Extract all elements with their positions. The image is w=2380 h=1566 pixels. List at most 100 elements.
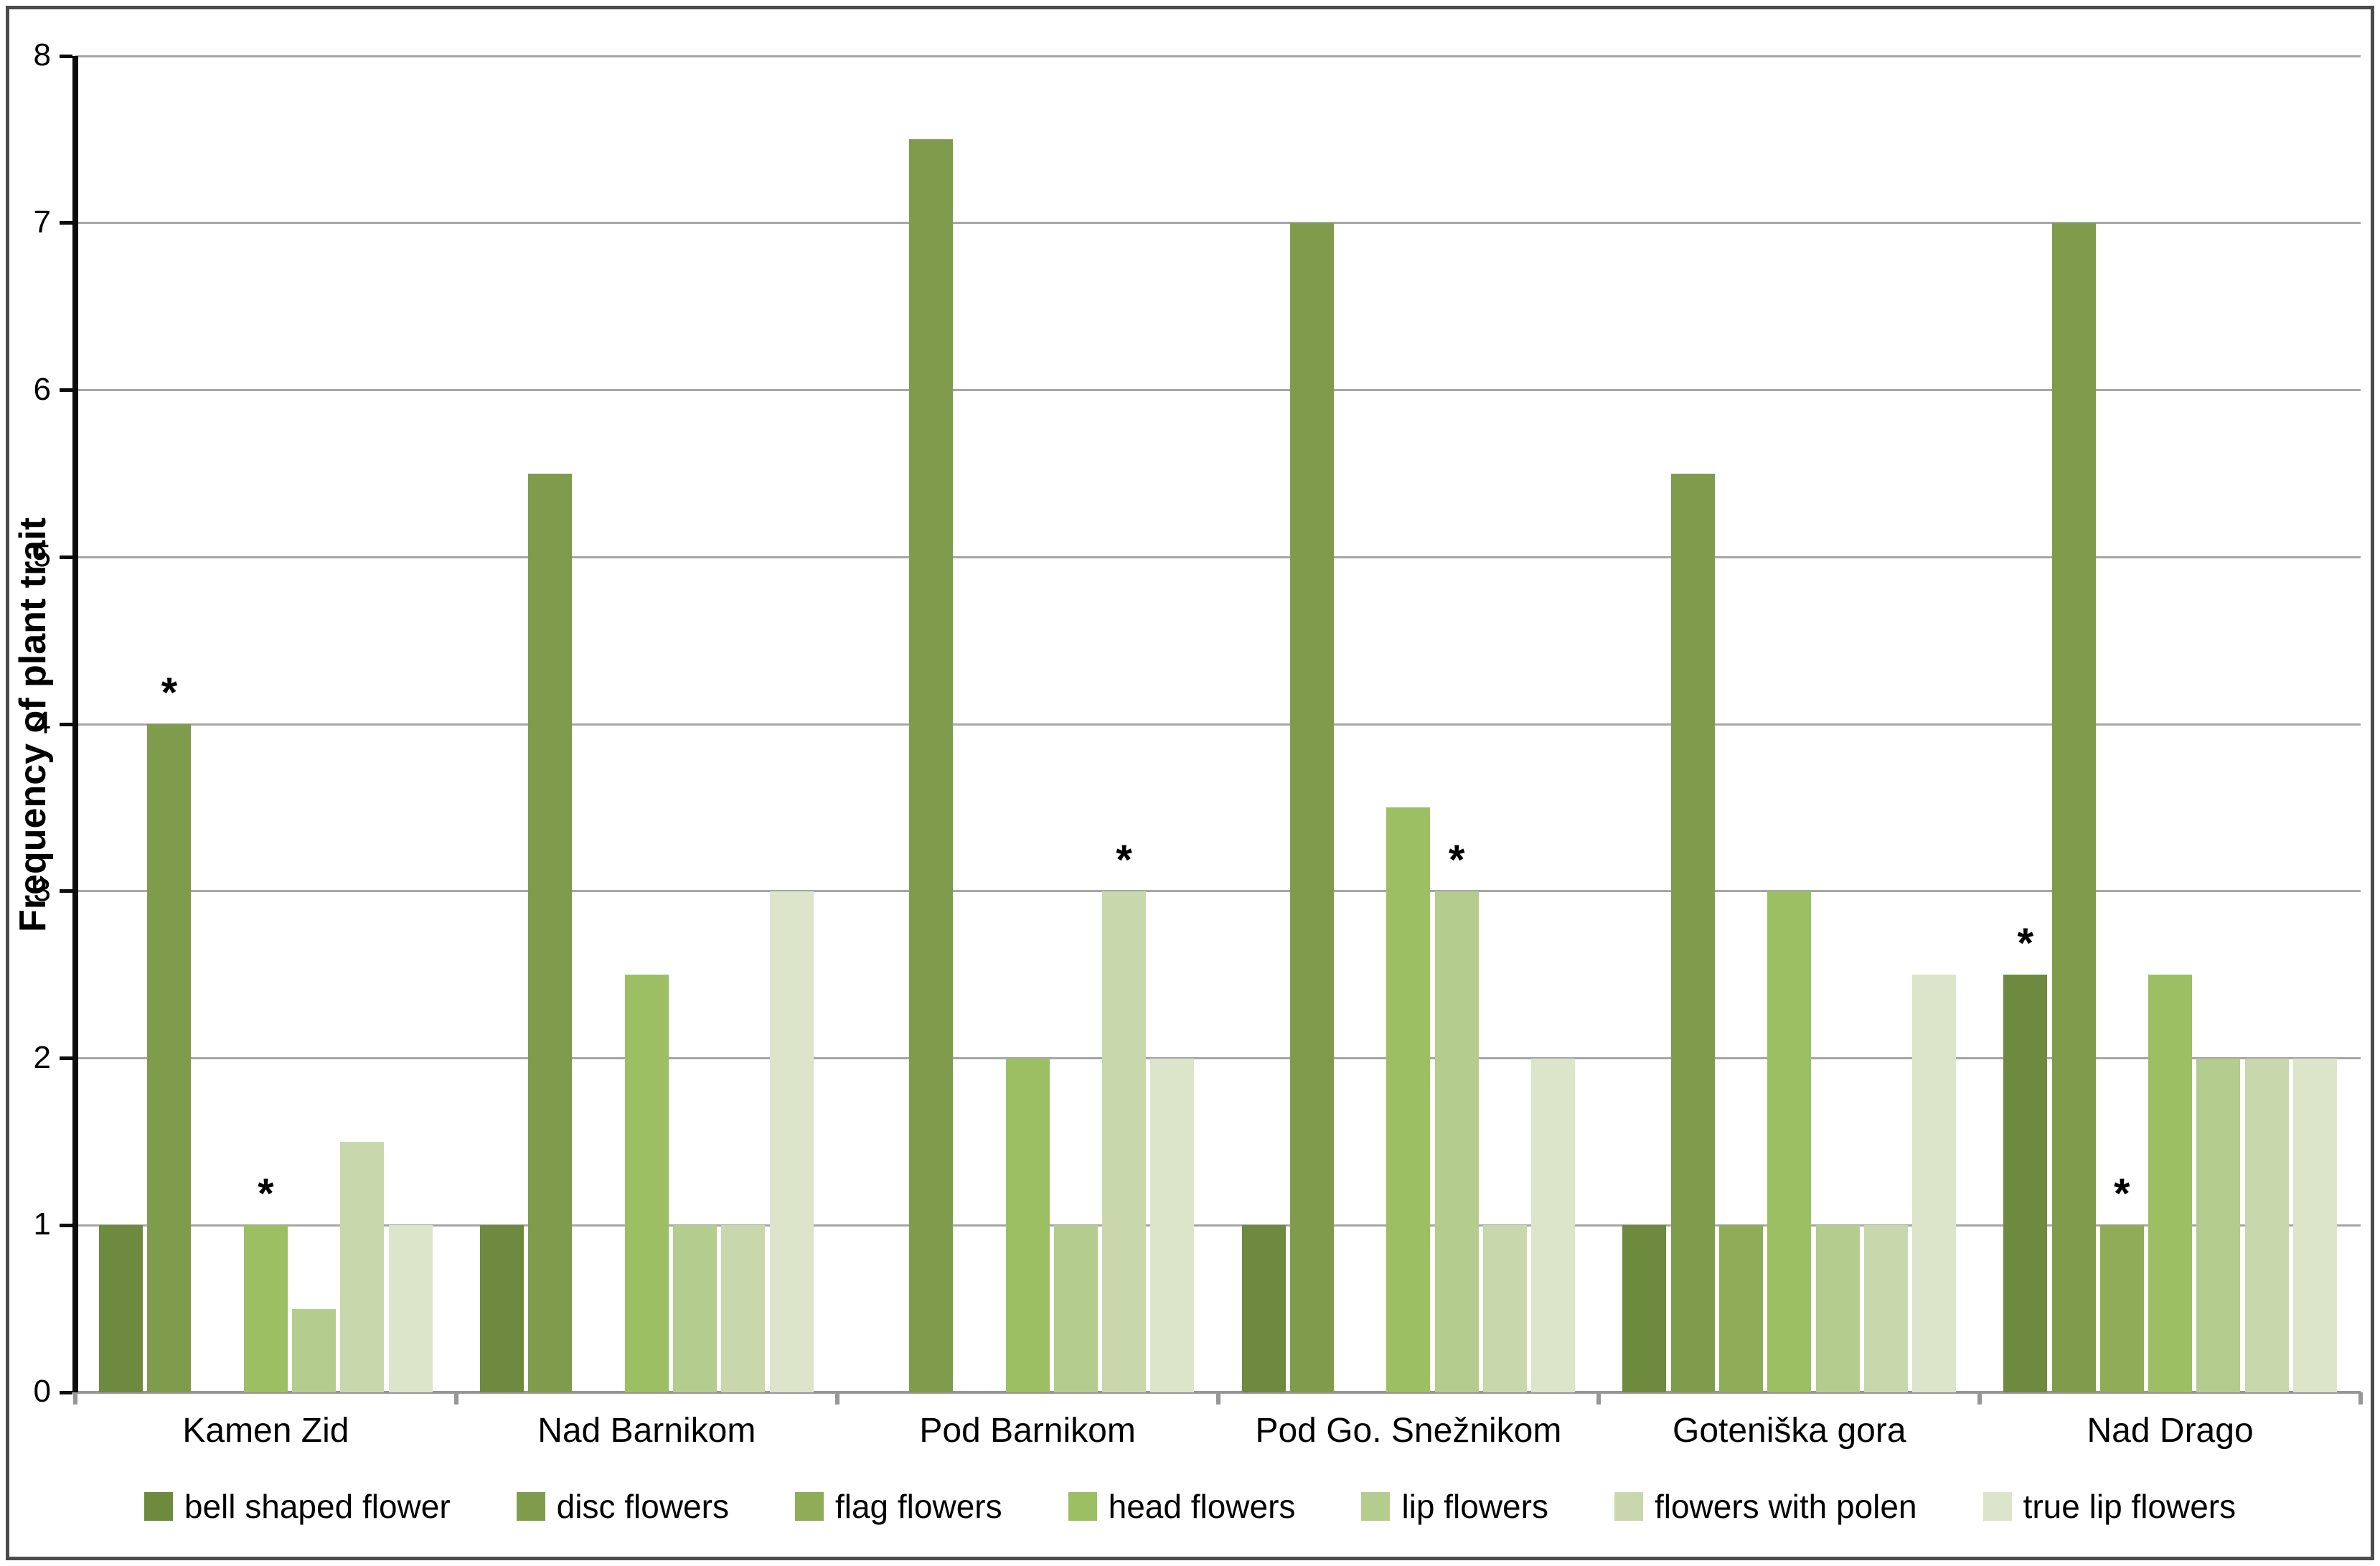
chart-border-frame <box>6 6 2374 1560</box>
bar-flag-flowers <box>2099 1225 2144 1392</box>
y-tick-label: 1 <box>33 1206 51 1242</box>
bar-true-lip-flowers <box>2292 1058 2337 1392</box>
category-label: Nad Drago <box>2087 1412 2254 1450</box>
y-axis-tick <box>60 889 72 894</box>
legend: bell shaped flower disc flowers flag flowe… <box>14 1487 2366 1526</box>
bar-flowers-with-polen <box>1102 891 1147 1392</box>
x-axis-tick <box>73 1392 77 1405</box>
bar-disc-flowers <box>2051 222 2096 1392</box>
significance-asterisk: * <box>258 1171 274 1218</box>
x-axis-tick <box>834 1392 839 1405</box>
y-gridline <box>75 389 2361 391</box>
y-axis-tick <box>60 722 72 726</box>
legend-item: disc flowers <box>516 1487 729 1526</box>
category-label: Pod Go. Snežnikom <box>1255 1412 1562 1450</box>
legend-label: true lip flowers <box>2023 1488 2236 1525</box>
bar-head-flowers <box>1767 891 1812 1392</box>
significance-asterisk: * <box>2017 920 2034 967</box>
y-gridline <box>75 1224 2361 1227</box>
category-label: Kamen Zid <box>182 1412 349 1450</box>
bar-flowers-with-polen <box>2244 1058 2289 1392</box>
y-axis-tick <box>60 221 72 225</box>
bar-lip-flowers <box>1815 1225 1860 1392</box>
significance-asterisk: * <box>2114 1171 2130 1218</box>
y-axis-tick <box>60 1223 72 1227</box>
legend-item: flowers with polen <box>1614 1487 1917 1526</box>
bar-flowers-with-polen <box>721 1225 766 1392</box>
bar-disc-flowers <box>1289 222 1334 1392</box>
y-tick-label: 5 <box>33 538 51 574</box>
significance-asterisk: * <box>1116 836 1132 883</box>
category-label: Pod Barnikom <box>919 1412 1136 1450</box>
y-axis-tick <box>60 388 72 392</box>
significance-asterisk: * <box>161 670 178 716</box>
y-tick-label: 8 <box>33 37 51 73</box>
legend-swatch <box>516 1492 545 1521</box>
bar-disc-flowers <box>528 473 573 1392</box>
legend-swatch <box>794 1492 824 1521</box>
y-gridline <box>75 555 2361 558</box>
bar-head-flowers <box>243 1225 288 1392</box>
x-axis-tick <box>1596 1392 1601 1405</box>
bar-bell-shaped-flower <box>479 1225 524 1392</box>
y-tick-label: 4 <box>33 705 51 741</box>
x-axis-tick <box>453 1392 458 1405</box>
y-axis-tick <box>60 555 72 559</box>
bar-disc-flowers <box>909 139 954 1392</box>
legend-item: lip flowers <box>1361 1487 1548 1526</box>
bar-flowers-with-polen <box>1482 1225 1527 1392</box>
bar-lip-flowers <box>673 1225 717 1392</box>
y-tick-label: 2 <box>33 1039 51 1075</box>
bar-head-flowers <box>1386 807 1431 1392</box>
bar-lip-flowers <box>2196 1058 2241 1392</box>
y-axis-line <box>72 56 78 1392</box>
bar-true-lip-flowers <box>388 1225 433 1392</box>
x-axis-tick <box>1977 1392 1982 1405</box>
bar-flowers-with-polen <box>340 1141 385 1392</box>
y-gridline <box>75 55 2361 57</box>
bar-head-flowers <box>624 975 669 1392</box>
y-gridline <box>75 1057 2361 1059</box>
y-gridline <box>75 890 2361 893</box>
legend-swatch <box>1614 1492 1643 1521</box>
bar-head-flowers <box>2148 975 2193 1392</box>
legend-item: true lip flowers <box>1982 1487 2236 1526</box>
y-tick-label: 0 <box>33 1374 51 1410</box>
bar-true-lip-flowers <box>769 891 814 1392</box>
legend-label: bell shaped flower <box>184 1488 451 1525</box>
legend-swatch <box>1982 1492 2012 1521</box>
bar-true-lip-flowers <box>1912 975 1957 1392</box>
y-gridline <box>75 222 2361 225</box>
y-axis-tick <box>60 1390 72 1394</box>
bar-bell-shaped-flower <box>1241 1225 1286 1392</box>
legend-swatch <box>1068 1492 1097 1521</box>
bar-bell-shaped-flower <box>2003 975 2048 1392</box>
significance-asterisk: * <box>1448 836 1465 883</box>
legend-label: head flowers <box>1108 1488 1296 1525</box>
legend-label: flowers with polen <box>1654 1488 1917 1525</box>
bar-true-lip-flowers <box>1531 1058 1576 1392</box>
bar-bell-shaped-flower <box>1622 1225 1667 1392</box>
legend-item: head flowers <box>1068 1487 1296 1526</box>
bar-flowers-with-polen <box>1863 1225 1908 1392</box>
bar-disc-flowers <box>147 724 192 1392</box>
category-label: Goteniška gora <box>1672 1412 1906 1450</box>
y-axis-tick <box>60 1056 72 1060</box>
bar-bell-shaped-flower <box>99 1225 144 1392</box>
legend-label: flag flowers <box>834 1488 1002 1525</box>
x-axis-tick <box>1215 1392 1220 1405</box>
plot-area: 0 1 2 3 4 5 6 7 8 * * * * * * Kamen Zid Nad Barnikom Pod … <box>34 39 2363 1450</box>
y-tick-label: 7 <box>33 204 51 240</box>
legend-swatch <box>1361 1492 1391 1521</box>
bar-flag-flowers <box>1718 1225 1763 1392</box>
legend-label: disc flowers <box>556 1488 729 1525</box>
legend-swatch <box>144 1492 173 1521</box>
legend-item: flag flowers <box>794 1487 1002 1526</box>
legend-label: lip flowers <box>1401 1488 1548 1525</box>
bar-head-flowers <box>1005 1058 1050 1392</box>
y-axis-tick <box>60 54 72 58</box>
category-label: Nad Barnikom <box>537 1412 756 1450</box>
bar-disc-flowers <box>1670 473 1715 1392</box>
y-tick-label: 6 <box>33 371 51 407</box>
y-gridline <box>75 723 2361 726</box>
